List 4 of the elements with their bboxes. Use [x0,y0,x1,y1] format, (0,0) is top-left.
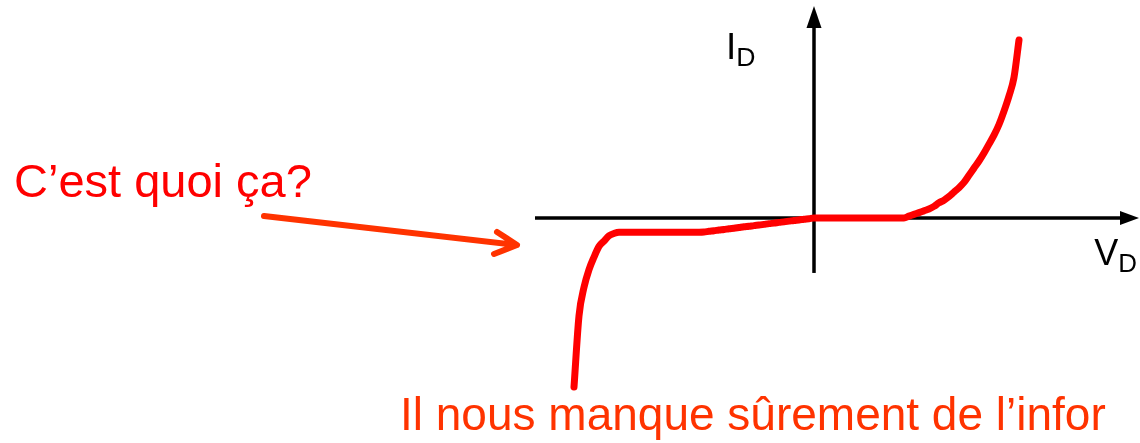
x-axis-title: V$_{D}$ [1094,231,1137,278]
text: C’est quoi ça? [14,154,312,208]
y-axis-title: I$_{D}$ [726,26,756,73]
text: Il nous manque sûrement de l’infor [400,388,1106,440]
